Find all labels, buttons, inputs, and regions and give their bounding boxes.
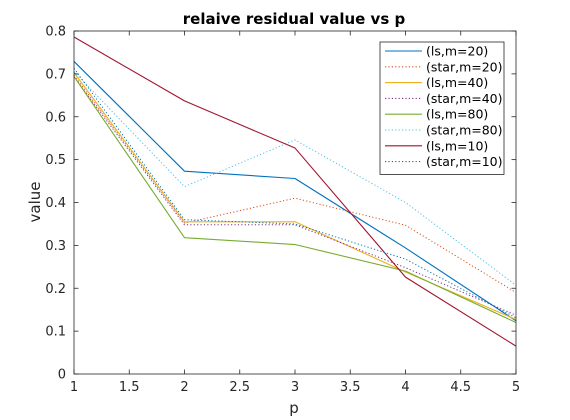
y-axis-label: value [26,182,44,223]
series-line-7 [73,36,517,347]
axes-layer: 1 1.5 2 2.5 3 3.5 4 4.5 5 0 0.1 0.2 0.3 0.4 0.5 0.6 0.7 0… [45,25,520,396]
x-tick-label: 5 [512,380,520,395]
series-line-4 [73,76,517,316]
x-tick-label: 2 [180,380,188,395]
legend-label-8: (star,m=10) [426,154,503,169]
y-tick-label: 0.5 [45,153,66,168]
x-axis-label: p [289,399,299,417]
series-line-6 [73,71,517,286]
y-tick-label: 0 [58,368,66,383]
series-layer [73,36,517,347]
legend-box [379,41,505,175]
x-tick-label: 1.5 [119,380,140,395]
y-tick-label: 0.8 [45,25,66,40]
x-tick-label: 3.5 [340,380,361,395]
y-tick-label: 0.7 [45,67,66,82]
chart-title: relaive residual value vs p [183,10,406,28]
series-line-1 [73,61,517,322]
x-tick-label: 2.5 [229,380,250,395]
y-tick-label: 0.2 [45,282,66,297]
legend: (ls,m=20)(star,m=20)(ls,m=40)(star,m=40)… [379,41,505,175]
y-tick-label: 0.1 [45,325,66,340]
legend-label-4: (star,m=40) [426,91,503,106]
x-tick-label: 1 [70,380,78,395]
x-tick-label: 4.5 [450,380,471,395]
y-tick-label: 0.3 [45,239,66,254]
y-tick-label: 0.4 [45,196,66,211]
series-line-8 [73,68,517,319]
legend-label-3: (ls,m=40) [426,75,488,90]
legend-label-6: (star,m=80) [426,123,503,138]
series-line-5 [73,76,517,324]
legend-label-1: (ls,m=20) [426,44,488,59]
series-line-2 [73,74,517,293]
x-tick-label: 3 [291,380,299,395]
y-tick-label: 0.6 [45,110,66,125]
legend-label-7: (ls,m=10) [426,138,488,153]
x-tick-label: 4 [401,380,409,395]
legend-label-5: (ls,m=80) [426,107,488,122]
legend-label-2: (star,m=20) [426,59,503,74]
